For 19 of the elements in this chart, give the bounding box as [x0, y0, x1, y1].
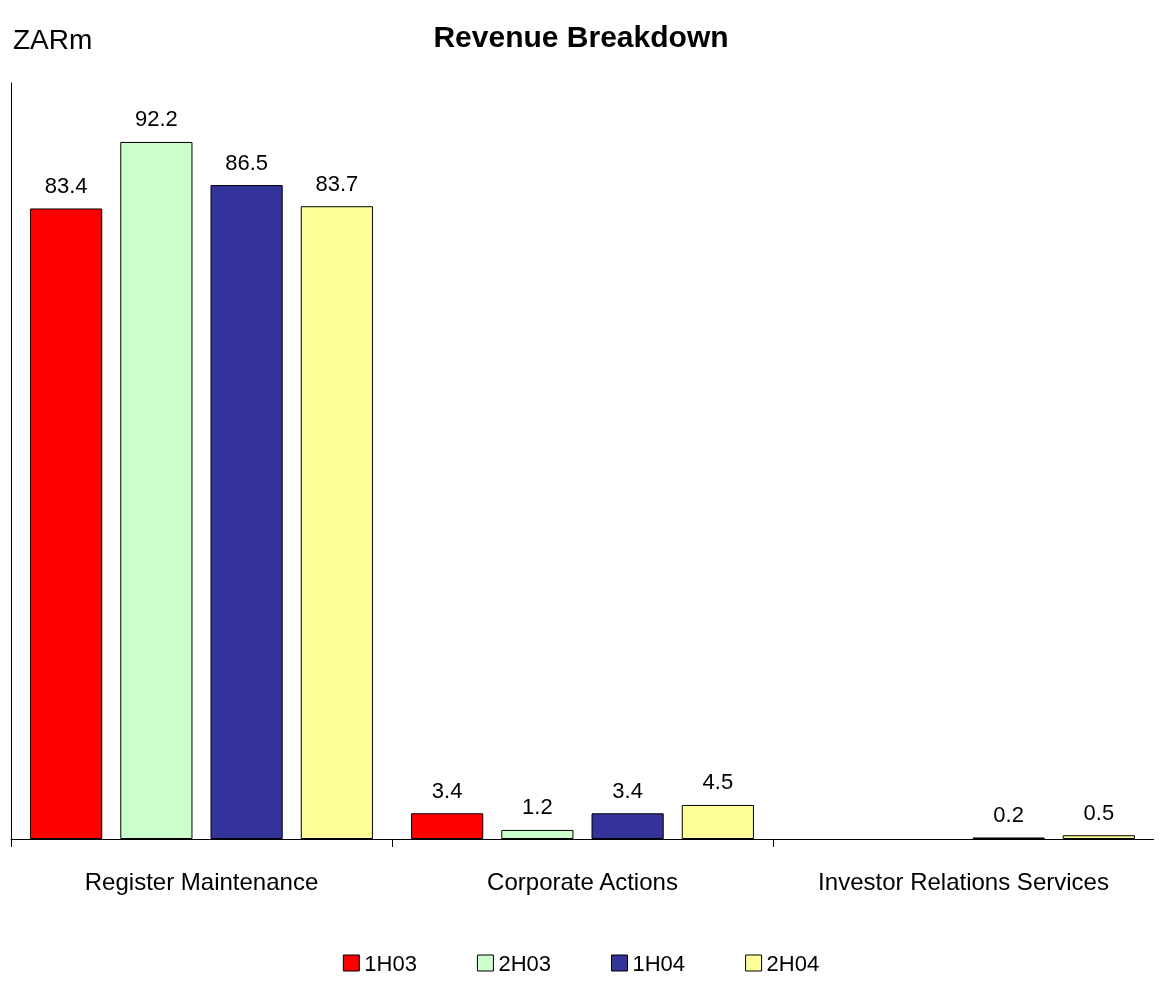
data-label: 3.4 — [612, 777, 643, 803]
data-label: 4.5 — [702, 769, 734, 795]
data-label: 0.5 — [1083, 799, 1115, 825]
y-axis-title: ZARm — [13, 23, 93, 55]
x-tick-label: Investor Relations Services — [818, 867, 1109, 895]
data-label: 92.2 — [134, 106, 178, 132]
data-label: 83.7 — [315, 170, 359, 196]
data-label: 3.4 — [431, 777, 463, 803]
chart-title: Revenue Breakdown — [433, 19, 729, 53]
data-label: 86.5 — [225, 149, 269, 175]
legend-label: 1H03 — [364, 950, 417, 976]
data-label: 1.2 — [522, 794, 553, 820]
legend-label: 2H04 — [766, 950, 820, 976]
legend-label: 2H03 — [498, 950, 551, 976]
data-label: 83.4 — [44, 173, 88, 198]
legend-label: 1H04 — [632, 950, 686, 976]
x-tick-label: Corporate Actions — [487, 867, 678, 895]
data-label: 0.2 — [993, 801, 1024, 827]
x-tick-label: Register Maintenance — [84, 867, 319, 895]
